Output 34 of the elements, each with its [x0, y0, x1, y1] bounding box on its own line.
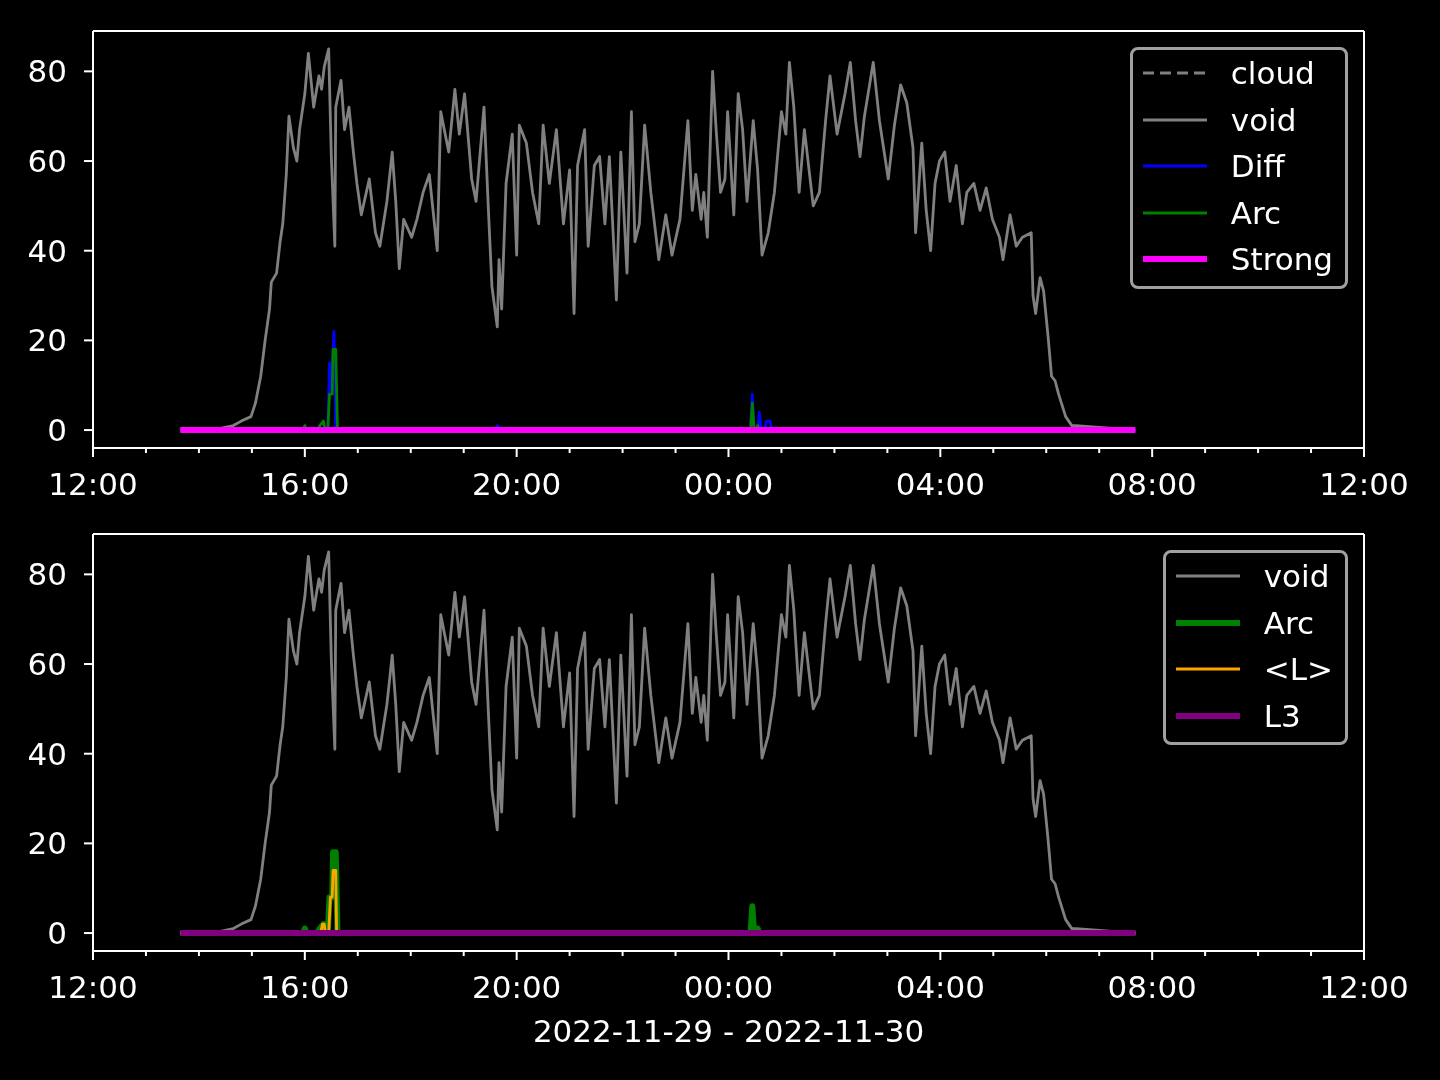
- legend-label: Arc: [1230, 193, 1282, 233]
- x-tick-label: 12:00: [1319, 466, 1409, 502]
- y-tick-label: 60: [27, 646, 67, 683]
- x-tick-label: 04:00: [895, 466, 986, 502]
- legend-label: L3: [1263, 696, 1301, 736]
- x-tick-label: 08:00: [1107, 969, 1197, 1005]
- legend-label: void: [1230, 100, 1297, 140]
- x-tick-label: 00:00: [683, 466, 774, 502]
- y-tick-label: 20: [27, 825, 67, 862]
- legend-label: Diff: [1230, 147, 1285, 187]
- x-tick-label: 20:00: [471, 466, 562, 502]
- y-tick-label: 60: [27, 143, 67, 180]
- x-tick-label: 20:00: [471, 969, 562, 1005]
- legend-label: <L>: [1263, 650, 1333, 690]
- x-tick-label: 00:00: [683, 969, 774, 1005]
- y-tick-label: 80: [27, 556, 67, 593]
- x-tick-label: 12:00: [1319, 969, 1409, 1005]
- legend-label: Strong: [1230, 240, 1333, 280]
- legend-label: Arc: [1263, 603, 1315, 643]
- y-tick-label: 80: [27, 53, 67, 90]
- y-tick-label: 0: [47, 915, 67, 952]
- y-tick-label: 20: [27, 322, 67, 359]
- y-tick-label: 40: [27, 735, 67, 772]
- y-tick-label: 0: [47, 412, 67, 449]
- legend-label: void: [1263, 557, 1330, 597]
- x-tick-label: 08:00: [1107, 466, 1197, 502]
- x-axis-title: 2022-11-29 - 2022-11-30: [532, 1013, 925, 1049]
- x-tick-label: 12:00: [48, 466, 138, 502]
- y-tick-label: 40: [27, 232, 67, 269]
- x-tick-label: 16:00: [260, 969, 350, 1005]
- legend-label: cloud: [1230, 54, 1315, 94]
- x-tick-label: 04:00: [895, 969, 986, 1005]
- x-tick-label: 12:00: [48, 969, 138, 1005]
- x-tick-label: 16:00: [260, 466, 350, 502]
